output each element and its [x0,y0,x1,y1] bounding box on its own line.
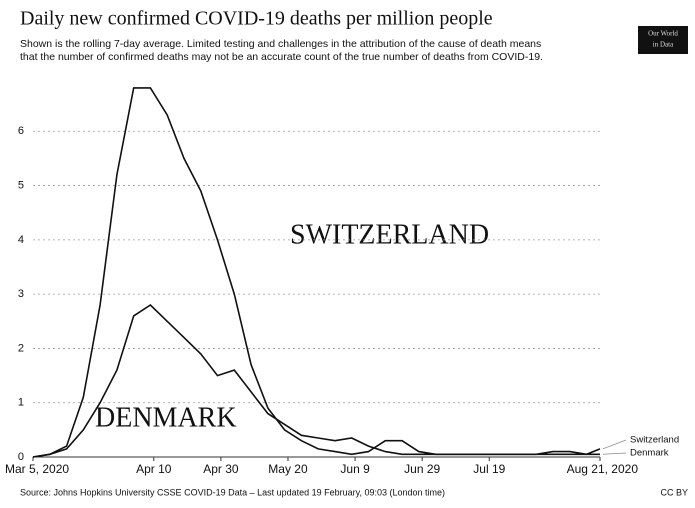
x-tick-label: Jul 19 [473,462,505,476]
annotation: SWITZERLAND [290,219,489,250]
logo-text: in Data [653,41,674,49]
y-tick-label: 0 [18,451,24,463]
subtitle: that the number of confirmed deaths may … [20,51,543,63]
line-series [32,303,600,458]
y-tick-label: 2 [18,342,24,354]
y-tick-label: 6 [18,125,24,137]
y-tick-label: 3 [18,288,24,300]
x-tick-label: Aug 21, 2020 [567,462,639,476]
legend-label: Switzerland [630,435,679,446]
legend-connector [602,452,627,455]
license: CC BY [660,487,688,497]
legend-label: Denmark [630,448,669,459]
x-tick-label: Jun 29 [404,462,440,476]
subtitle: Shown is the rolling 7-day average. Limi… [20,38,541,50]
x-tick-label: Apr 10 [136,462,172,476]
x-tick-label: Apr 30 [203,462,239,476]
x-tick-label: May 20 [268,462,308,476]
y-tick-label: 5 [18,179,24,191]
y-tick-label: 4 [18,234,24,246]
x-tick-label: Mar 5, 2020 [5,462,69,476]
logo [638,26,688,54]
x-tick-label: Jun 9 [340,462,370,476]
logo-text: Our World [648,30,678,38]
legend-connector [602,439,627,450]
chart-title: Daily new confirmed COVID-19 deaths per … [20,8,493,30]
source: Source: Johns Hopkins University CSSE CO… [20,487,445,497]
y-tick-label: 1 [18,397,24,409]
annotation: DENMARK [95,402,237,433]
